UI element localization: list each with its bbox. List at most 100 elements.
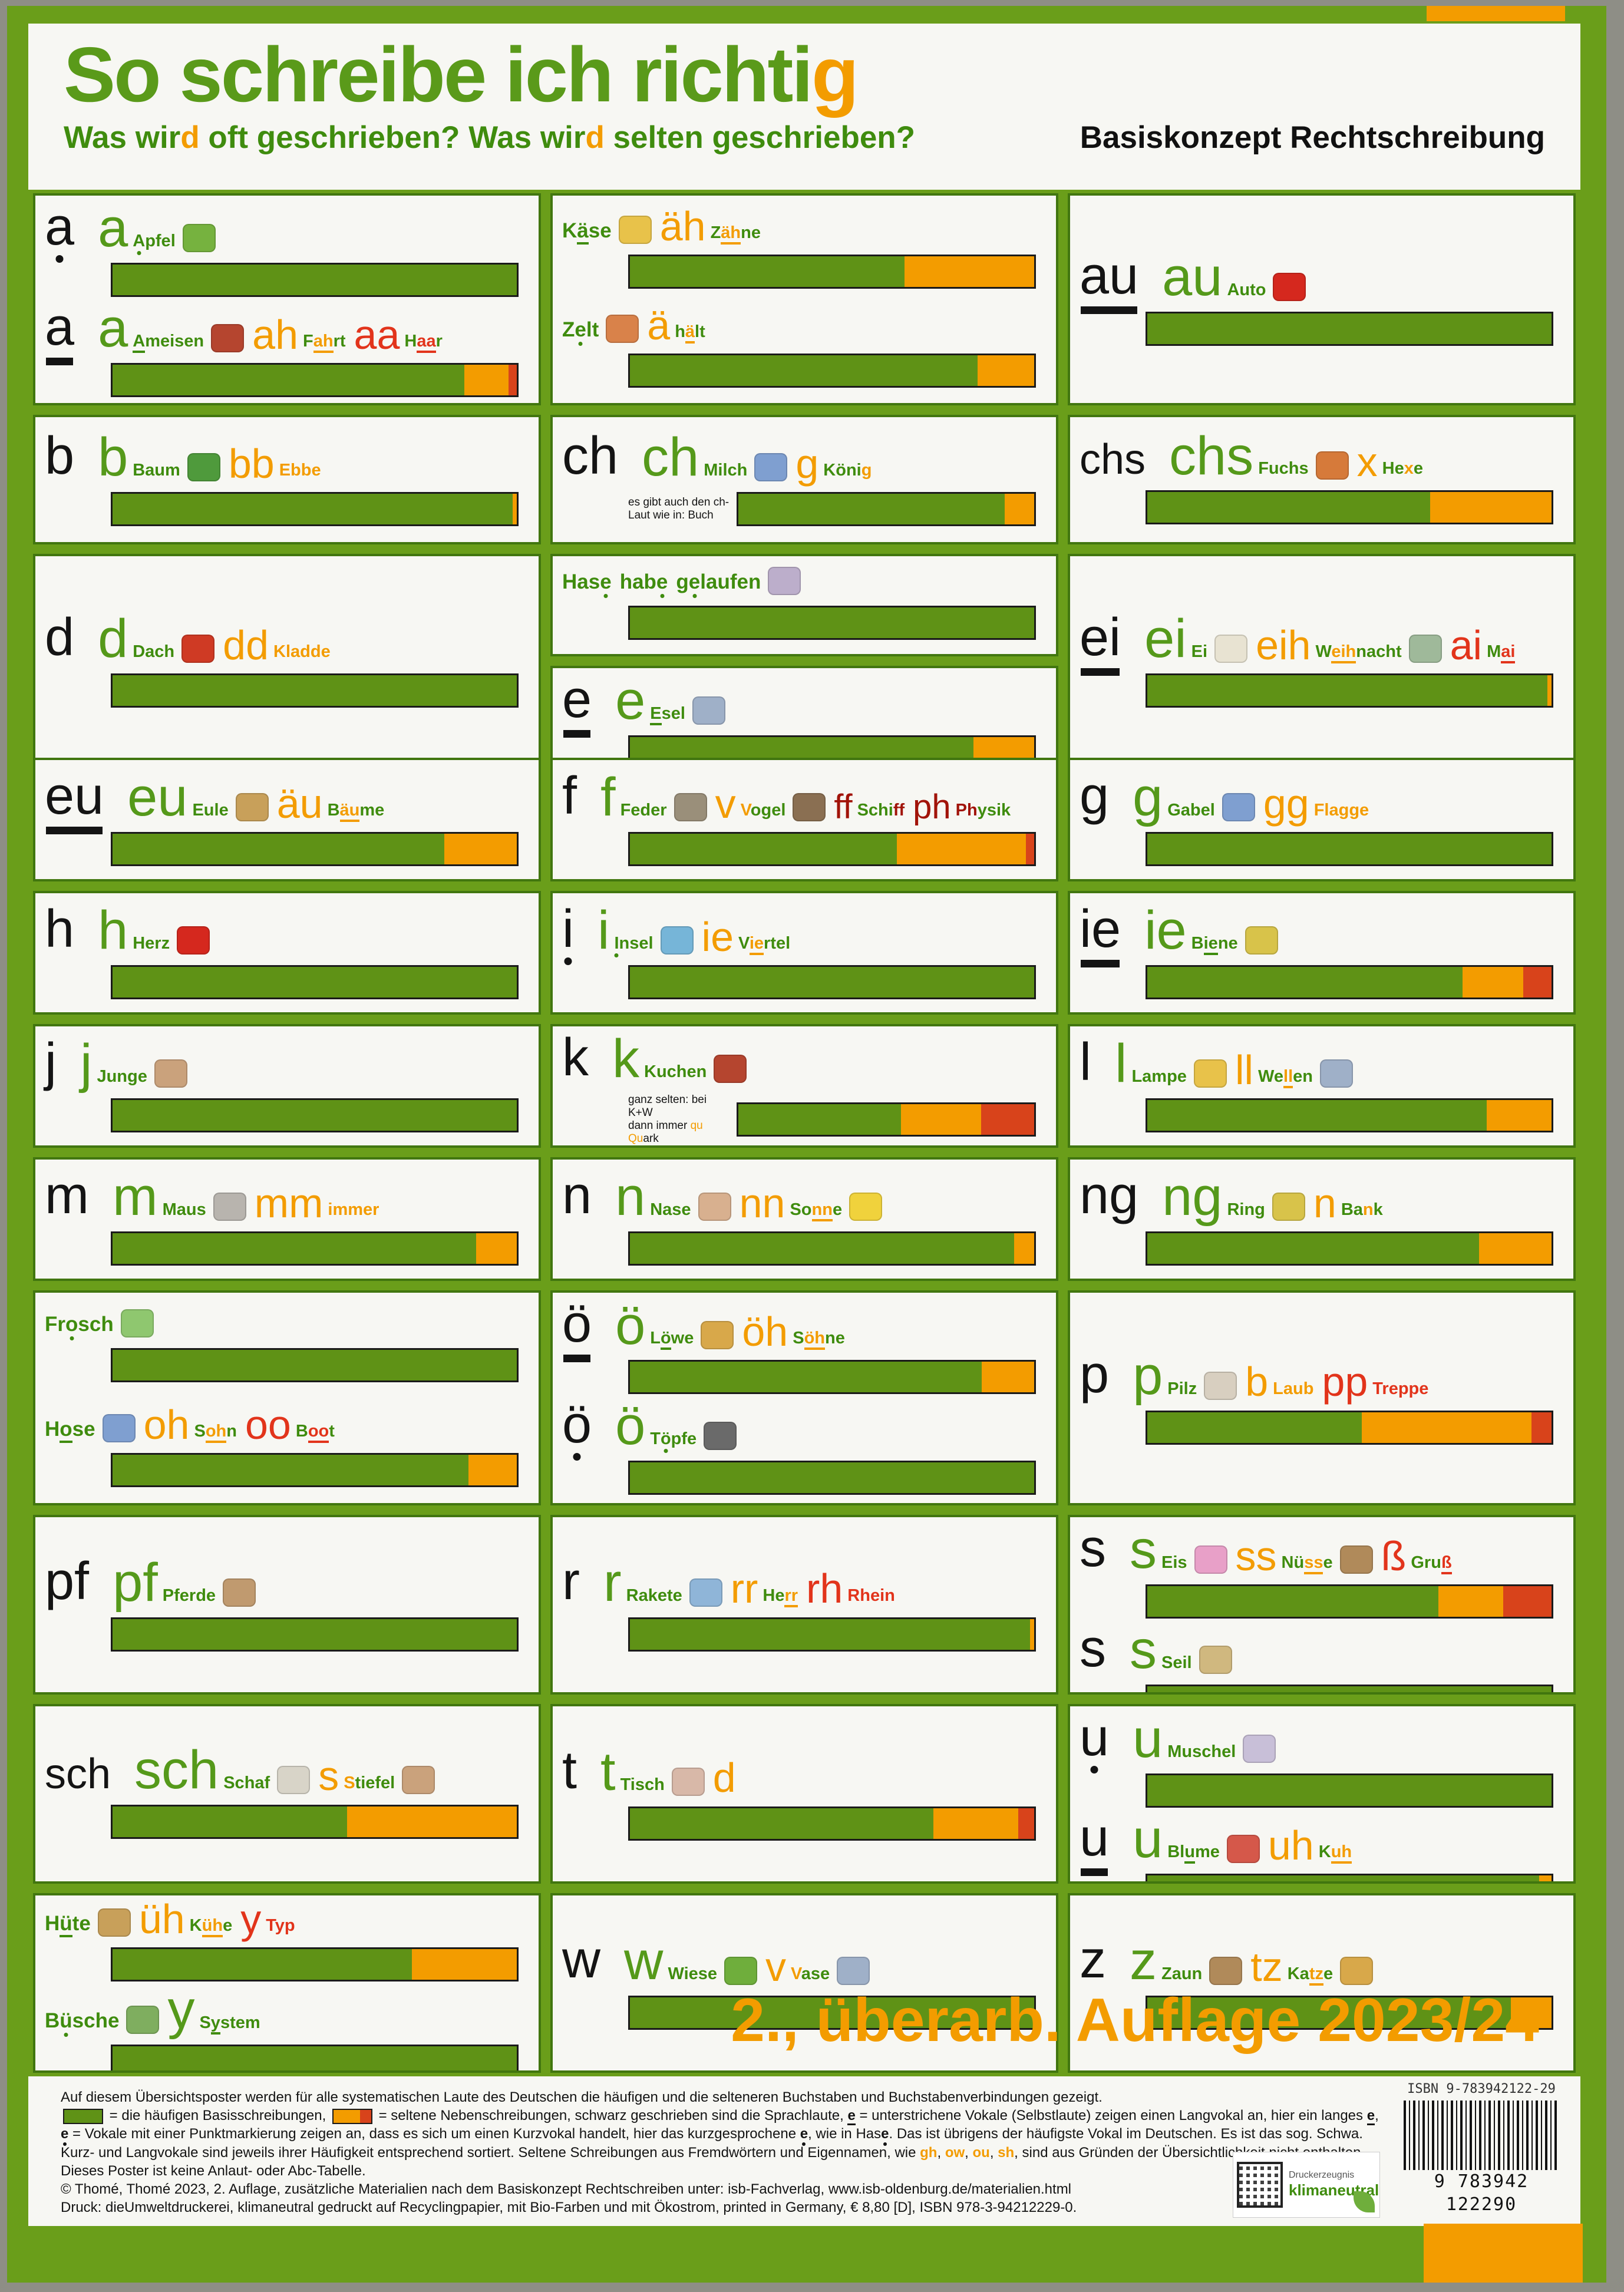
frequency-bar	[1146, 490, 1553, 525]
grapheme-entry: rh Rhein	[806, 1568, 895, 1609]
cell-part: l l Lampe ll Wellen	[1080, 1031, 1564, 1141]
text-segment: , wie in Has	[808, 2126, 882, 2142]
grapheme: a	[98, 298, 128, 359]
frequency-bar	[737, 1102, 1036, 1137]
text-segment: d	[585, 120, 605, 155]
bar-segment-frequent	[630, 1808, 933, 1839]
grapheme: b	[98, 427, 128, 488]
grid-row: pf pf Pferde r r Rakete rr Herr rh Rhein s s Eis ss Nü…	[33, 1515, 1576, 1695]
grapheme-entry: Hose	[45, 1413, 136, 1444]
grapheme: ö	[615, 1396, 646, 1457]
feather-icon	[674, 793, 707, 821]
grapheme-entry: d Dach	[98, 612, 215, 666]
text-segment: ,	[965, 2144, 973, 2161]
bar-segment-rare	[1004, 494, 1034, 524]
grid-row: d d Dach dd Kladde Hase habe gelaufen e e Esel ei ei…	[33, 554, 1576, 768]
grapheme-entry: y System	[167, 1983, 260, 2037]
bar-segment-frequent	[113, 1100, 517, 1131]
letter-cell: h h Herz	[33, 891, 541, 1015]
grapheme: aa	[354, 311, 400, 358]
frequency-bar	[111, 1804, 519, 1839]
grapheme-entry: Zelt	[562, 315, 639, 344]
text-segment: qu	[690, 1119, 703, 1132]
example-word: Katze	[1288, 1964, 1333, 1986]
frequency-bar-row	[1146, 1098, 1553, 1132]
letter-cell: ch ch Milch g König es gibt auch den ch- Laut …	[550, 415, 1058, 544]
example-word: Gabel	[1167, 801, 1215, 820]
grapheme-line: s s Seil	[1080, 1619, 1564, 1678]
phoneme-label: k	[562, 1028, 589, 1087]
frequency-bar	[628, 1806, 1036, 1841]
cell-part: Büsche y System	[45, 1983, 529, 2070]
phoneme-label: u	[1080, 1708, 1110, 1767]
letter-cell: n n Nase nn Sonne	[550, 1157, 1058, 1281]
highlight-letters: S	[344, 1773, 355, 1792]
grapheme-entry: a Apfel	[98, 202, 216, 255]
text-segment: ch	[701, 509, 714, 521]
grapheme-line: Hüte üh Kühe y Typ	[45, 1898, 529, 1940]
phoneme-label: s	[1080, 1619, 1106, 1678]
isbn-number-label: 9 783942 122290	[1434, 2171, 1529, 2215]
bee-icon	[1245, 926, 1278, 955]
bar-segment-frequent	[1147, 313, 1552, 344]
grapheme-entry: ph Physik	[913, 787, 1011, 826]
grapheme-line: z z Zaun tz Katze	[1080, 1933, 1564, 1990]
grapheme-line: m m Maus mm immer	[45, 1169, 529, 1224]
owl-icon	[235, 793, 269, 821]
frequency-bar-row	[1146, 1685, 1553, 1692]
letter-cell: f f Feder v Vogel ff Schiff ph Physik	[550, 758, 1058, 881]
bar-segment-frequent	[1147, 1875, 1540, 1881]
cell-part: ie ie Biene	[1080, 898, 1564, 1008]
letter-cell: b b Baum bb Ebbe	[33, 415, 541, 544]
legend-line: e = Vokale mit einer Punktmarkierung zei…	[61, 2125, 1548, 2143]
example-word: Rakete	[626, 1586, 682, 1605]
grapheme: au	[1162, 247, 1223, 308]
grapheme: tz	[1250, 1944, 1283, 1990]
frequency-bar-row	[111, 1617, 519, 1652]
grapheme: r	[603, 1552, 622, 1613]
bar-segment-frequent	[1147, 834, 1552, 864]
highlight-letters: nn	[811, 1200, 833, 1221]
bar-segment-rare	[476, 1233, 517, 1264]
example-word: Wiese	[668, 1964, 718, 1983]
grapheme-line: s s Eis ss Nüsse ß Gruß	[1080, 1522, 1564, 1577]
grapheme: rr	[730, 1566, 758, 1612]
grapheme: ph	[913, 787, 951, 826]
grapheme-entry: tz Katze	[1250, 1944, 1374, 1990]
bar-segment-rare	[411, 1949, 517, 1980]
grapheme: ei	[1144, 609, 1187, 669]
frequency-bar	[111, 1098, 519, 1132]
grapheme-line: l l Lampe ll Wellen	[1080, 1036, 1564, 1091]
highlight-letters: uh	[1331, 1842, 1352, 1864]
bar-segment-frequent	[630, 256, 905, 288]
example-word: Schiff	[857, 801, 905, 820]
grapheme-line: chs chs Fuchs x Hexe	[1080, 429, 1564, 483]
example-word: Maus	[162, 1200, 206, 1219]
isbn-top-label: ISBN 9-783942122-29	[1407, 2082, 1556, 2096]
grapheme: ai	[1450, 622, 1483, 668]
highlight-letters: ä	[685, 322, 695, 344]
grapheme-entry: Frosch	[45, 1309, 154, 1339]
grapheme-entry: ö Töpfe	[615, 1396, 737, 1457]
frequency-bar	[1146, 1874, 1553, 1881]
cell-part: a a Apfel	[45, 200, 529, 300]
bar-segment-frequent	[630, 834, 897, 864]
highlight-letters: üh	[202, 1916, 223, 1938]
grapheme: ö	[615, 1295, 646, 1356]
grapheme-line: sch sch Schaf s Stiefel	[45, 1743, 529, 1797]
grapheme: äh	[659, 203, 706, 249]
cell-part: s s Seil	[1080, 1619, 1564, 1692]
legend-line: Auf diesem Übersichtsposter werden für a…	[61, 2088, 1548, 2106]
cell-part: m m Maus mm immer	[45, 1164, 529, 1274]
bar-segment-frequent	[1147, 1233, 1479, 1264]
text-segment: Laut	[628, 509, 650, 521]
rabbit-icon	[768, 567, 801, 595]
grid-row: eu eu Eule äu Bäume f f Feder v Vogel ff Schiff ph Ph…	[33, 758, 1576, 881]
example-word: Typ	[266, 1916, 295, 1936]
phoneme-label: h	[45, 900, 75, 959]
bar-segment-frequent	[1147, 492, 1431, 523]
bird-icon	[793, 793, 826, 821]
car-icon	[1273, 273, 1306, 301]
example-word: Ring	[1227, 1200, 1265, 1219]
frequency-bar-row	[111, 492, 519, 526]
